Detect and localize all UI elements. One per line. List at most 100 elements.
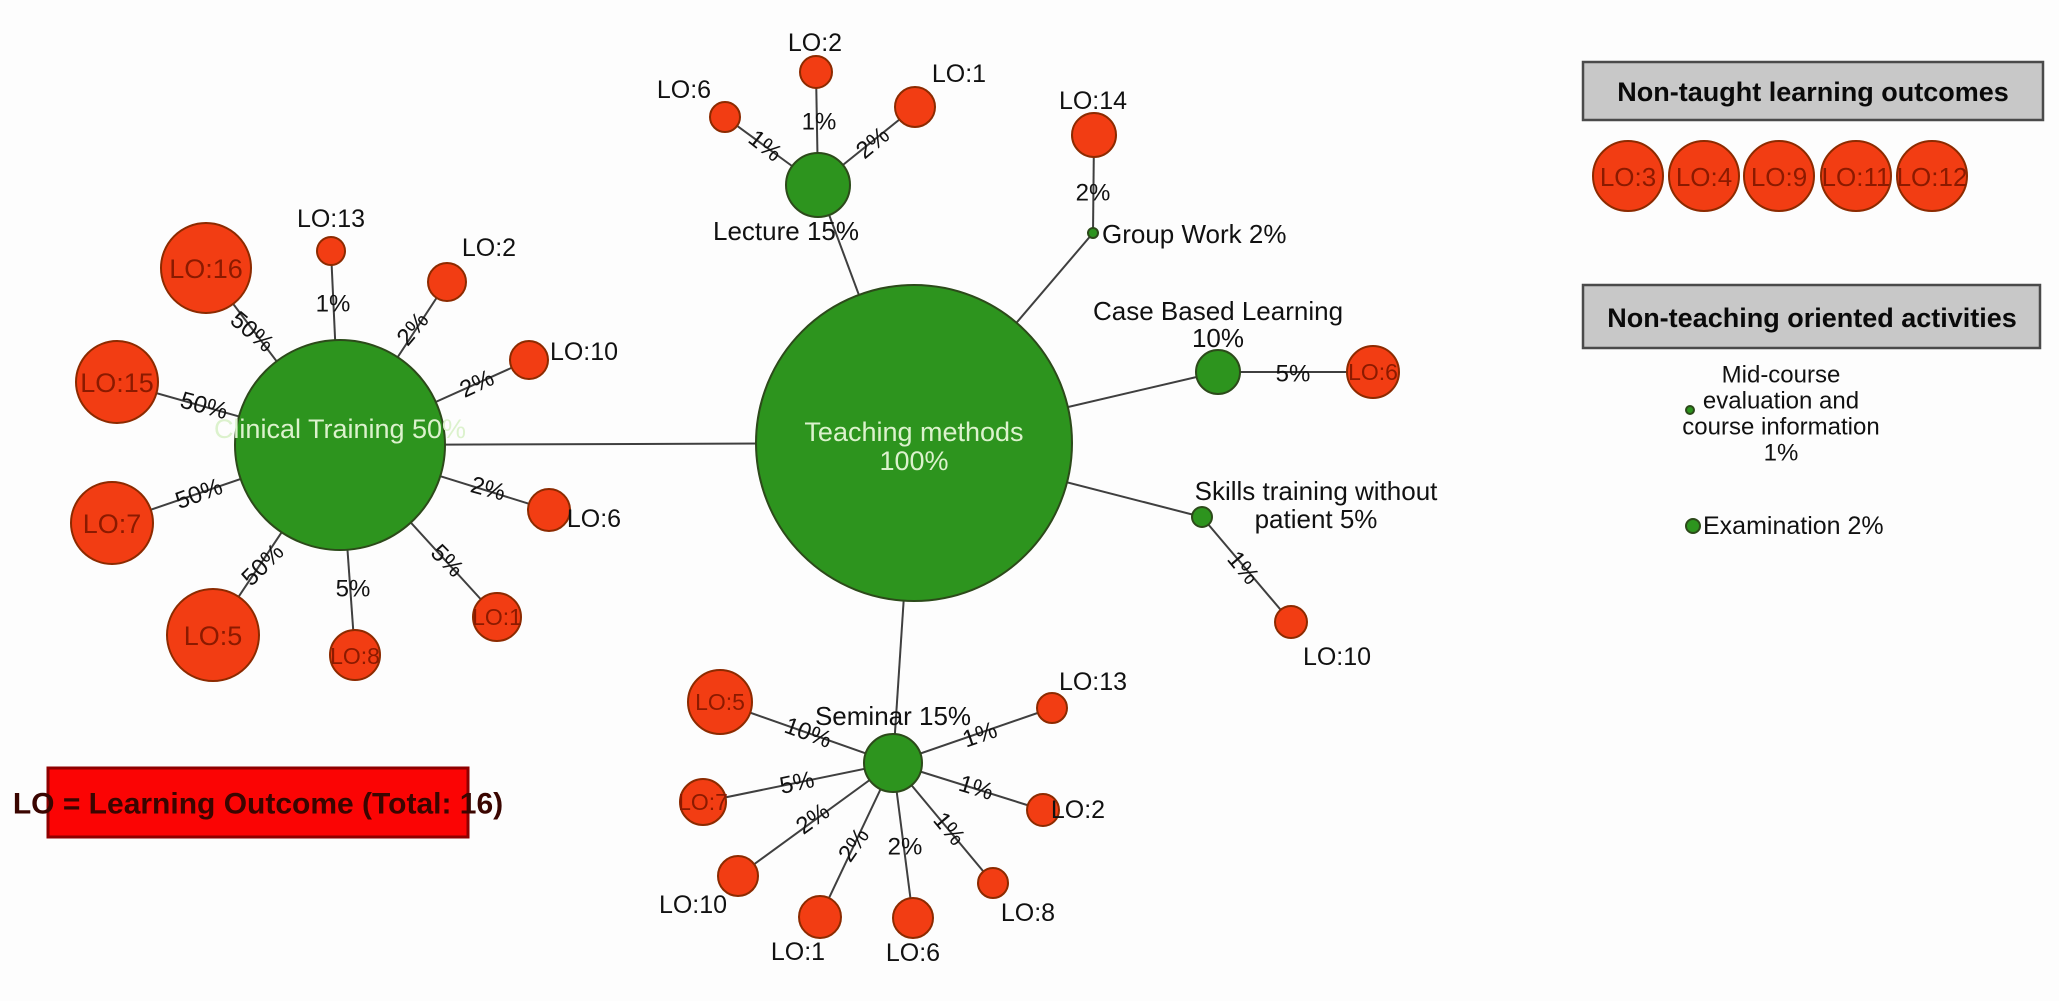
outcome-node xyxy=(1036,692,1068,724)
outcome-node xyxy=(894,86,936,128)
outcome-label: LO:8 xyxy=(1001,899,1055,927)
outcome-label: LO:6 xyxy=(1348,359,1398,385)
edge-percent: 2% xyxy=(791,798,835,840)
outcome-label: LO:7 xyxy=(678,789,728,815)
outcome-node xyxy=(1820,140,1892,212)
legend-non-teaching: Non-teaching oriented activities Mid-cou… xyxy=(1581,283,2042,540)
outcome-node xyxy=(892,897,934,939)
outcome-label: LO:6 xyxy=(567,505,621,533)
edge-percent: 2% xyxy=(456,364,499,403)
outcome-label: LO:13 xyxy=(1059,668,1127,696)
outcome-label: LO:9 xyxy=(1751,162,1807,192)
outcome-label: LO:12 xyxy=(1897,162,1968,192)
outcome-label: LO:3 xyxy=(1600,162,1656,192)
skills-training-node xyxy=(1191,506,1213,528)
outcome-node xyxy=(717,855,759,897)
outcome-node xyxy=(1274,605,1308,639)
edge-skills-lo10 xyxy=(1201,516,1292,623)
note-box xyxy=(46,766,470,839)
outcome-label: LO:2 xyxy=(462,234,516,262)
outcome-label: LO:1 xyxy=(771,938,825,966)
outcome-node xyxy=(798,895,842,939)
skills-cluster: Skills training without patient 5% 1% LO… xyxy=(1195,476,1439,671)
edge-percent: 1% xyxy=(802,109,837,136)
lecture-node xyxy=(785,152,851,218)
legend-title-box xyxy=(1581,60,2045,122)
edge-percent: 5% xyxy=(336,576,371,603)
edge-percent: 50% xyxy=(225,306,279,358)
clinical-training-label: Clinical Training 50% xyxy=(214,414,466,444)
group-work-label: Group Work 2% xyxy=(1102,219,1286,249)
outcome-node xyxy=(160,222,252,314)
outcome-node xyxy=(977,867,1009,899)
lecture-cluster: LO:6 LO:2 LO:1 1% 1% 2% xyxy=(657,29,986,167)
group-work-node xyxy=(1087,227,1099,239)
outcome-label: LO:10 xyxy=(1303,643,1371,671)
outcome-node xyxy=(709,101,741,133)
mid-course-label: 1% xyxy=(1764,440,1799,467)
outcome-node xyxy=(70,481,154,565)
edge-percent: 2% xyxy=(392,307,435,351)
edge-seminar-lo10 xyxy=(737,762,894,877)
group-work-cluster: LO:14 2% Group Work 2% xyxy=(1059,87,1287,249)
outcome-label: LO:4 xyxy=(1676,162,1732,192)
outcome-node xyxy=(1743,140,1815,212)
mid-course-label: course information xyxy=(1682,414,1879,441)
edge-percent: 2% xyxy=(1076,180,1111,207)
edge-percent: 5% xyxy=(777,766,817,800)
edge-percent: 2% xyxy=(888,834,923,861)
legend-non-taught: Non-taught learning outcomes LO:3 LO:4 L… xyxy=(1581,60,2045,212)
outcome-node xyxy=(75,340,159,424)
edge-percent: 1% xyxy=(955,770,996,806)
legend-title: Non-teaching oriented activities xyxy=(1607,303,2017,333)
outcome-node xyxy=(509,340,549,380)
outcome-label: LO:16 xyxy=(169,254,243,284)
case-based-node xyxy=(1195,349,1241,395)
central-percent: 100% xyxy=(879,446,948,476)
outcome-label: LO:2 xyxy=(1051,796,1105,824)
outcome-label: LO:7 xyxy=(83,509,142,539)
legend-title: Non-taught learning outcomes xyxy=(1617,77,2009,107)
outcome-label: LO:13 xyxy=(297,205,365,233)
lecture-label: Lecture 15% xyxy=(713,216,859,246)
case-based-label: Case Based Learning xyxy=(1093,296,1343,326)
case-based-cluster: Case Based Learning 10% 5% LO:6 xyxy=(1093,296,1400,399)
outcome-node xyxy=(427,262,467,302)
note-text: LO = Learning Outcome (Total: 16) xyxy=(13,788,503,821)
outcome-label: LO:1 xyxy=(932,60,986,88)
outcome-label: LO:15 xyxy=(80,368,154,398)
outcome-label: LO:11 xyxy=(1822,162,1891,192)
outcome-node xyxy=(1346,345,1400,399)
examination-node xyxy=(1685,518,1701,534)
central-node xyxy=(755,284,1073,602)
outcome-label: LO:5 xyxy=(184,621,243,651)
outcome-node xyxy=(687,669,753,735)
edge-percent: 5% xyxy=(1276,361,1311,388)
outcome-label: LO:6 xyxy=(657,76,711,104)
seminar-node xyxy=(863,733,923,793)
outcome-label: LO:10 xyxy=(550,338,618,366)
outcome-node xyxy=(1896,140,1968,212)
edge-percent: 1% xyxy=(743,125,787,168)
examination-label: Examination 2% xyxy=(1703,512,1884,540)
outcome-node xyxy=(329,629,381,681)
outcome-label: LO:6 xyxy=(886,939,940,967)
outcome-node xyxy=(1668,140,1740,212)
edge-percent: 50% xyxy=(172,473,226,515)
case-based-percent: 10% xyxy=(1192,323,1244,353)
seminar-label: Seminar 15% xyxy=(815,701,971,731)
outcome-node xyxy=(1026,793,1060,827)
edge-percent: 2% xyxy=(833,823,875,867)
outcome-node xyxy=(316,236,346,266)
edge-seminar-lo7 xyxy=(702,762,894,803)
clinical-training-node xyxy=(234,339,446,551)
outcome-label: LO:10 xyxy=(659,891,727,919)
outcome-node xyxy=(1071,112,1117,158)
outcome-node xyxy=(166,588,260,682)
legend-title-box xyxy=(1581,283,2042,350)
edge-percent: 50% xyxy=(236,538,289,591)
outcome-node xyxy=(472,592,522,642)
outcome-node xyxy=(799,55,833,89)
